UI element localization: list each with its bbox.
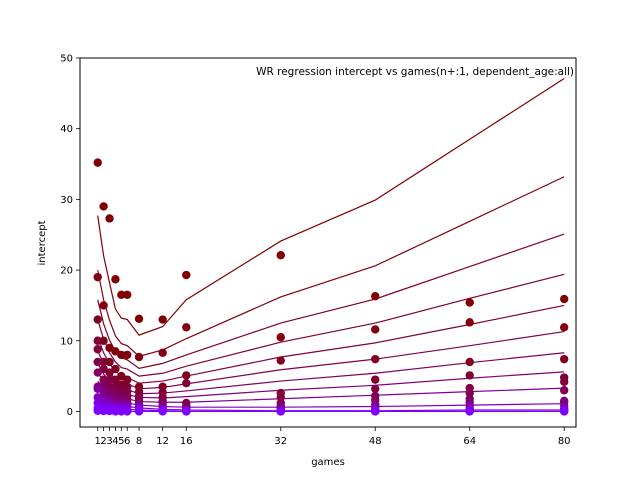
data-point-s2-10: [371, 354, 380, 364]
x-tick-label-2: 3: [106, 436, 112, 447]
data-point-s0-9: [276, 251, 285, 260]
plot-area: [93, 77, 569, 416]
data-point-s2-9: [276, 356, 285, 365]
data-point-s0-12: [559, 294, 569, 304]
data-point-s2-1: [99, 336, 108, 345]
data-point-s0-8: [182, 270, 191, 280]
data-point-s5-0: [93, 357, 102, 367]
x-tick-label-9: 32: [274, 436, 287, 447]
data-point-s2-2: [105, 357, 114, 367]
data-point-s12-6: [134, 407, 144, 416]
chart-title: WR regression intercept vs games(n+:1, d…: [256, 66, 574, 78]
x-tick-label-5: 6: [124, 436, 130, 447]
data-point-s6-0: [93, 368, 102, 377]
data-point-s12-9: [276, 407, 285, 416]
data-point-s4-2: [105, 375, 114, 384]
data-point-s1-1: [99, 301, 108, 310]
y-tick-label-4: 40: [60, 124, 73, 135]
data-point-s1-0: [93, 272, 102, 282]
data-point-s1-7: [158, 348, 167, 357]
axes-frame: [79, 57, 577, 428]
y-tick-label-3: 30: [60, 195, 73, 206]
x-tick-label-6: 8: [136, 436, 142, 447]
x-tick-label-4: 5: [118, 436, 124, 447]
data-point-s0-2: [105, 214, 114, 223]
data-point-s12-10: [371, 407, 380, 416]
data-point-s0-5: [123, 290, 132, 300]
fit-line-0: [97, 77, 565, 336]
data-point-s3-10: [371, 375, 380, 384]
data-point-s0-3: [111, 275, 120, 284]
data-point-s4-0: [93, 345, 102, 354]
y-tick-label-1: 10: [60, 336, 73, 347]
data-point-s2-0: [93, 315, 102, 324]
data-point-s2-12: [559, 354, 569, 364]
fit-line-3: [97, 273, 565, 377]
data-point-s3-0: [93, 336, 102, 345]
y-tick-label-2: 20: [60, 266, 73, 277]
data-point-s12-12: [559, 407, 569, 416]
data-point-s12-8: [182, 407, 191, 416]
x-tick-label-10: 48: [369, 436, 382, 447]
data-point-s12-3: [111, 407, 120, 416]
data-point-s3-8: [182, 378, 191, 388]
data-point-s0-11: [465, 298, 474, 307]
data-point-s12-4: [117, 407, 126, 416]
x-tick-label-12: 80: [558, 436, 571, 447]
data-point-s2-5: [123, 375, 132, 384]
data-point-s0-1: [99, 202, 108, 211]
y-tick-label-0: 0: [67, 407, 73, 418]
data-point-s12-1: [99, 406, 108, 416]
data-point-s4-10: [371, 384, 380, 394]
data-point-s0-10: [371, 292, 380, 301]
data-point-s4-12: [559, 377, 569, 386]
data-point-s0-4: [117, 290, 126, 300]
data-point-s3-11: [465, 371, 474, 380]
data-point-s12-11: [465, 407, 474, 416]
data-point-s1-4: [117, 350, 126, 360]
data-point-s5-12: [559, 386, 569, 395]
x-tick-label-7: 12: [156, 436, 169, 447]
data-point-s2-11: [465, 357, 474, 367]
x-tick-label-11: 64: [463, 436, 476, 447]
data-point-s0-0: [93, 158, 102, 167]
data-point-s0-7: [158, 315, 167, 324]
x-tick-label-0: 1: [95, 436, 101, 447]
data-point-s2-8: [182, 371, 191, 380]
data-point-s0-6: [134, 314, 144, 324]
y-tick-label-5: 50: [60, 54, 73, 65]
data-point-s8-0: [93, 384, 102, 394]
x-tick-label-3: 4: [112, 436, 118, 447]
data-point-s1-10: [371, 325, 380, 334]
x-tick-label-8: 16: [180, 436, 193, 447]
data-point-s3-3: [111, 375, 120, 384]
x-axis-label: games: [311, 457, 345, 468]
data-point-s12-5: [123, 407, 132, 416]
x-tick-label-1: 2: [100, 436, 106, 447]
data-point-s1-6: [134, 352, 144, 362]
x-axis: 1 2 3 4 5 6 8 12 16 32 48 64 80: [95, 427, 571, 447]
y-axis: 0 10 20 30 40 50: [60, 54, 80, 418]
data-point-s3-1: [99, 357, 108, 367]
data-point-s1-8: [182, 323, 191, 332]
data-point-s1-9: [276, 333, 285, 342]
data-point-s1-5: [123, 350, 132, 360]
data-point-s1-11: [465, 318, 474, 327]
data-point-s1-12: [559, 323, 569, 332]
data-point-s12-7: [158, 407, 167, 416]
y-axis-label: intercept: [37, 220, 48, 265]
